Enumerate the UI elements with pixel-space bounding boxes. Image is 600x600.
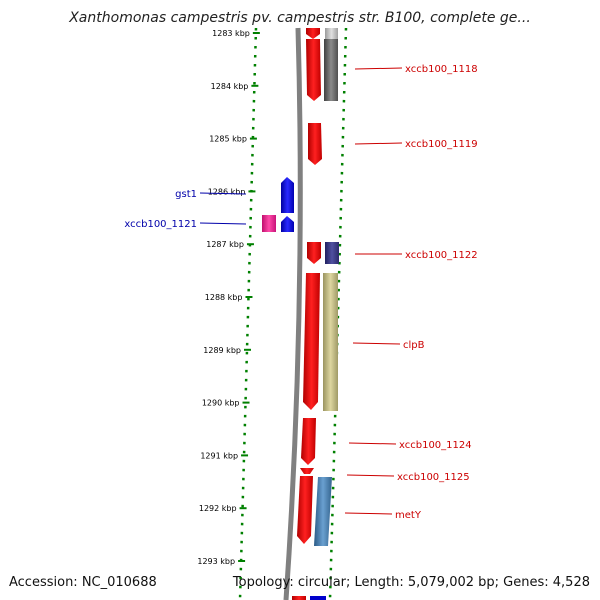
cds-arrow-xccb100-1121[interactable] bbox=[281, 216, 294, 232]
cds-arrow-xccb100-1119[interactable] bbox=[308, 123, 322, 165]
cds-arrow-xccb100-1124[interactable] bbox=[301, 418, 316, 465]
gene-label-metY[interactable]: metY bbox=[395, 510, 422, 521]
kbp-tick-label: 1285 kbp bbox=[209, 135, 247, 144]
feature-block-steelblue[interactable] bbox=[314, 477, 332, 546]
kbp-axis: 1283 kbp 1284 kbp 1285 kbp 1286 kbp 1287 kbp… bbox=[197, 29, 260, 566]
forward-gene-labels: xccb100_1118 xccb100_1119 xccb100_1122 c… bbox=[395, 64, 478, 521]
feature-block-track bbox=[310, 28, 339, 600]
gene-label-xccb100-1119[interactable]: xccb100_1119 bbox=[405, 139, 478, 150]
feature-block-grey[interactable] bbox=[324, 39, 338, 101]
kbp-tick-label: 1283 kbp bbox=[212, 29, 250, 38]
gene-label-clpB[interactable]: clpB bbox=[403, 340, 425, 351]
feature-block-pink[interactable] bbox=[262, 215, 276, 232]
cds-arrow-gst1[interactable] bbox=[281, 177, 294, 213]
kbp-tick-label: 1287 kbp bbox=[206, 240, 244, 249]
gene-label-xccb100-1124[interactable]: xccb100_1124 bbox=[399, 440, 472, 451]
forward-cds-track bbox=[292, 28, 322, 600]
kbp-tick-label: 1292 kbp bbox=[199, 504, 237, 513]
gene-label-xccb100-1125[interactable]: xccb100_1125 bbox=[397, 472, 470, 483]
left-dotted-track bbox=[238, 27, 258, 600]
feature-block-khaki[interactable] bbox=[323, 273, 338, 411]
kbp-tick-label: 1293 kbp bbox=[197, 557, 235, 566]
genome-backbone bbox=[283, 27, 303, 600]
kbp-tick-label: 1284 kbp bbox=[211, 82, 249, 91]
accession-text: Accession: NC_010688 bbox=[9, 575, 157, 590]
cds-arrow-xccb100-1125[interactable] bbox=[300, 468, 314, 474]
kbp-tick-label: 1288 kbp bbox=[205, 293, 243, 302]
cds-arrow-bottom-clipped[interactable] bbox=[292, 596, 306, 600]
feature-block-bottom-clipped[interactable] bbox=[310, 596, 326, 600]
gene-label-xccb100-1122[interactable]: xccb100_1122 bbox=[405, 250, 478, 261]
kbp-tick-label: 1291 kbp bbox=[200, 451, 238, 460]
gene-label-xccb100-1121[interactable]: xccb100_1121 bbox=[124, 219, 197, 230]
map-title: Xanthomonas campestris pv. campestris st… bbox=[69, 10, 531, 26]
feature-block-navy[interactable] bbox=[325, 242, 339, 264]
kbp-tick-label: 1289 kbp bbox=[203, 346, 241, 355]
forward-label-lines bbox=[344, 67, 403, 515]
reverse-gene-labels: gst1 xccb100_1121 bbox=[124, 189, 197, 230]
topology-text: Topology: circular; Length: 5,079,002 bp… bbox=[232, 575, 590, 590]
gene-label-gst1[interactable]: gst1 bbox=[175, 189, 197, 200]
kbp-tick-label: 1290 kbp bbox=[202, 399, 240, 408]
feature-block-light[interactable] bbox=[325, 28, 338, 39]
kbp-tick-label: 1286 kbp bbox=[208, 187, 246, 196]
cds-arrow-clpB[interactable] bbox=[303, 273, 320, 410]
cds-arrow-xccb100-1118[interactable] bbox=[306, 39, 321, 101]
reverse-cds-track bbox=[262, 177, 294, 232]
cds-arrow-metY[interactable] bbox=[297, 476, 313, 544]
gene-label-xccb100-1118[interactable]: xccb100_1118 bbox=[405, 64, 478, 75]
cds-arrow-top-clipped[interactable] bbox=[306, 28, 320, 39]
cds-arrow-xccb100-1122[interactable] bbox=[307, 242, 321, 264]
reverse-label-lines bbox=[199, 192, 247, 225]
